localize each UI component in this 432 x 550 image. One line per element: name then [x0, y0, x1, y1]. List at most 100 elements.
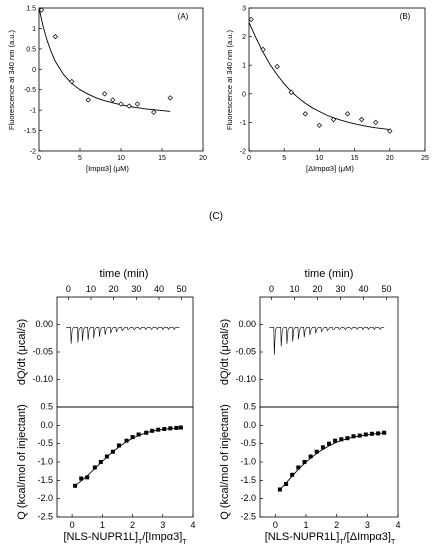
panel-b-xtick-label: 0: [247, 155, 251, 162]
panel-c-right-bottom-ytick-label: 0.5: [243, 402, 256, 412]
panel-a-data-point: [52, 33, 59, 40]
panel-c-left-time-tick-label: 30: [131, 284, 141, 294]
panel-b-data-point: [387, 128, 393, 134]
panel-c-left-binding-point: [110, 449, 115, 454]
panel-c-left-top-ylabel: dQ/dt (μcal/s): [16, 319, 28, 385]
panel-c-left-bottom-frame: [56, 406, 194, 518]
panel-c-right-time-tick-label: 20: [312, 284, 322, 294]
panel-c-right-bottom-xlabel: [NLS-NUPR1L]T/[ΔImpα3]T: [265, 531, 396, 546]
panel-b-data-point: [373, 119, 379, 126]
panel-a-data-point: [101, 91, 108, 97]
panel-c-right-time-tick-label: 30: [335, 284, 345, 294]
panel-c-right-itc: time (min) dQ/dt (μcal/s) Q (kcal/mol of…: [219, 268, 401, 546]
panel-c-left-binding-point: [117, 443, 121, 448]
panel-c-right-binding-fit: [278, 432, 386, 492]
panel-a-xtick-label: 15: [158, 155, 166, 162]
panel-c-left-binding-point: [130, 435, 135, 440]
panel-c-left-bottom-ylabel: Q (kcal/mol of injectant): [16, 404, 28, 520]
panel-c-right-binding-point: [351, 434, 356, 439]
panel-a-data-point: [167, 95, 173, 101]
panel-b-ytick-label: 1: [242, 63, 246, 70]
panel-b-fit-curve: [248, 22, 390, 131]
panel-c-left-time-tick-label: 20: [109, 284, 119, 294]
panel-a-xtick-label: 0: [37, 155, 41, 162]
panel-c-right-bottom-ylabel: Q (kcal/mol of injectant): [219, 404, 231, 520]
panel-c-left-binding-point: [104, 454, 109, 459]
panel-b-letter: (B): [400, 12, 411, 21]
panel-a-ytick-label: -0.5: [24, 87, 36, 94]
panel-c-left-bottom-ytick-label: 0.5: [40, 402, 53, 412]
panel-c-left-top-frame: [56, 296, 194, 408]
panel-b-data-point: [358, 116, 365, 123]
panel-b-ytick-label: -1: [240, 120, 246, 127]
panel-c-left-binding-point: [79, 476, 84, 481]
panel-c-right-top-ytick-label: -0.10: [235, 374, 256, 384]
panel-c-left-binding-point: [144, 430, 149, 435]
panel-c-left-time-tick-label: 0: [66, 284, 71, 294]
panel-a-xlabel: [Impα3] (μM): [86, 164, 129, 173]
panel-a-data-points: [38, 7, 173, 115]
panel-c-right-bottom-xtick-label: 0: [273, 520, 278, 530]
panel-c-left-time-tick-label: 50: [177, 284, 187, 294]
panel-c-right-bottom-ytick-label: -1.0: [240, 457, 256, 467]
panel-c-right-binding-point: [290, 472, 295, 477]
panel-c-right-binding-point: [327, 441, 331, 446]
panel-b-xtick-label: 25: [421, 155, 429, 162]
panel-c-left-binding-point: [98, 460, 103, 464]
panel-c-right-binding-point: [376, 431, 381, 436]
panel-c-right-bottom-ytick-label: -2.5: [240, 512, 256, 522]
panel-c-left-bottom-y-ticks: 0.5 0.0 -0.5 -1.0 -1.5 -2.0 -2.5: [37, 402, 60, 522]
panel-a-data-point: [118, 101, 124, 107]
panel-b-xtick-label: 5: [282, 155, 286, 162]
panel-c-letter: (C): [209, 211, 223, 222]
panel-b-xtick-label: 20: [386, 155, 394, 162]
panel-a-ytick-label: 0: [32, 67, 36, 74]
panel-c-left-binding-point: [174, 425, 179, 430]
panel-b-fluorescence-chart: (B) [ΔImpα3] (μM) Fluorescence at 340 nm…: [225, 6, 429, 174]
panel-b-data-point: [274, 63, 280, 70]
panel-b-data-point: [316, 122, 323, 128]
panel-c-right-bottom-frame: [259, 406, 399, 518]
panel-c-left-binding-fit: [73, 427, 183, 487]
panel-c-left-bottom-ytick-label: -1.5: [37, 475, 53, 485]
panel-c-right-binding-point: [284, 482, 289, 486]
panel-a-ytick-label: 1: [32, 26, 36, 33]
panel-c-left-bottom-xtick-label: 4: [190, 520, 195, 530]
panel-b-data-point: [260, 46, 266, 53]
panel-c-right-time-tick-label: 40: [358, 284, 368, 294]
panel-b-data-points: [248, 16, 393, 134]
panel-a-letter: (A): [178, 12, 189, 21]
panel-b-xtick-label: 10: [316, 155, 324, 162]
panel-a-data-point: [134, 101, 141, 107]
panel-c-right-bottom-xtick-label: 2: [334, 520, 339, 530]
panel-c-right-time-tick-label: 50: [381, 284, 391, 294]
panel-c-right-bottom-ytick-label: -0.5: [240, 438, 256, 448]
panel-c-left-binding-point: [162, 427, 167, 431]
panel-c-left-binding-point: [85, 475, 90, 480]
panel-a-plot-frame: [38, 7, 204, 152]
panel-c-right-binding-point: [369, 431, 374, 436]
panel-c-left-time-tick-label: 10: [86, 284, 96, 294]
panel-c-left-bottom-ytick-label: -0.5: [37, 438, 53, 448]
panel-c-left-top-y-ticks: 0.00 -0.05 -0.10: [32, 319, 60, 384]
panel-c-right-bottom-ytick-label: 0.0: [243, 420, 256, 430]
panel-c-right-time-tick-label: 0: [269, 284, 274, 294]
panel-c-right-binding-point: [320, 445, 325, 450]
panel-c-right-top-frame: [259, 296, 399, 408]
panel-c-right-binding-point: [339, 437, 344, 442]
panel-b-data-point: [302, 111, 309, 117]
panel-c-left-top-ytick-label: 0.00: [35, 319, 53, 329]
panel-b-xtick-label: 15: [351, 155, 359, 162]
panel-c-left-time-tick-label: 40: [154, 284, 164, 294]
panel-c-right-bottom-y-ticks: 0.5 0.0 -0.5 -1.0 -1.5 -2.0 -2.5: [240, 402, 263, 522]
panel-b-ytick-label: 0: [242, 91, 246, 98]
panel-c-right-binding-point: [277, 487, 282, 492]
panel-c-left-time-ticks: 0 10 20 30 40 50: [66, 284, 187, 300]
panel-c-left-bottom-xtick-label: 3: [160, 520, 165, 530]
panel-c-right-bottom-xtick-label: 4: [395, 520, 400, 530]
panel-c-left-binding-points: [73, 425, 183, 488]
panel-b-data-point: [330, 116, 337, 123]
panel-c-right-top-y-ticks: 0.00 -0.05 -0.10: [235, 319, 263, 384]
panel-c-left-top-ytick-label: -0.05: [32, 347, 53, 357]
